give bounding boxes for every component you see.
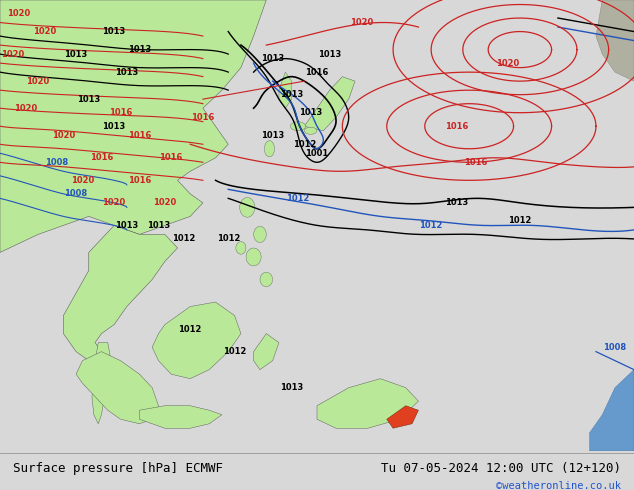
Text: 1008: 1008 [65, 189, 87, 198]
Text: Tu 07-05-2024 12:00 UTC (12+120): Tu 07-05-2024 12:00 UTC (12+120) [381, 462, 621, 475]
Text: 1013: 1013 [115, 68, 138, 76]
Text: 1013: 1013 [103, 122, 126, 131]
Text: 1013: 1013 [261, 131, 284, 140]
Text: 1013: 1013 [280, 90, 303, 99]
Text: 1008: 1008 [604, 343, 626, 352]
Text: 1012: 1012 [172, 234, 195, 244]
Text: 1012: 1012 [287, 194, 309, 203]
Text: 1013: 1013 [299, 108, 322, 117]
Polygon shape [254, 226, 266, 243]
Text: 1013: 1013 [261, 54, 284, 63]
Polygon shape [152, 302, 241, 379]
Text: 1020: 1020 [52, 131, 75, 140]
Polygon shape [246, 248, 261, 266]
Text: 1020: 1020 [153, 198, 176, 207]
Text: 1020: 1020 [27, 76, 49, 86]
Text: 1013: 1013 [115, 221, 138, 230]
Text: 1013: 1013 [65, 49, 87, 59]
Polygon shape [139, 406, 222, 428]
Text: 1016: 1016 [128, 176, 151, 185]
Text: 1020: 1020 [33, 27, 56, 36]
Polygon shape [92, 343, 111, 424]
Text: 1008: 1008 [46, 158, 68, 167]
Polygon shape [236, 242, 246, 254]
Text: 1013: 1013 [445, 198, 468, 207]
Text: 1012: 1012 [293, 140, 316, 149]
Text: ©weatheronline.co.uk: ©weatheronline.co.uk [496, 481, 621, 490]
Polygon shape [387, 406, 418, 428]
Text: 1020: 1020 [496, 59, 519, 68]
Text: 1013: 1013 [318, 49, 341, 59]
Text: 1012: 1012 [508, 217, 531, 225]
Text: 1013: 1013 [103, 27, 126, 36]
Text: 1016: 1016 [160, 153, 183, 162]
Text: 1016: 1016 [191, 113, 214, 122]
Text: 1016: 1016 [445, 122, 468, 131]
Text: 1016: 1016 [128, 131, 151, 140]
Text: Surface pressure [hPa] ECMWF: Surface pressure [hPa] ECMWF [13, 462, 223, 475]
Polygon shape [63, 225, 178, 361]
Polygon shape [240, 197, 255, 217]
Text: 1012: 1012 [420, 221, 443, 230]
Text: 1001: 1001 [306, 149, 328, 158]
Polygon shape [290, 122, 306, 131]
Text: 1016: 1016 [306, 68, 328, 76]
Polygon shape [590, 369, 634, 451]
Text: 1020: 1020 [350, 18, 373, 27]
Text: 1012: 1012 [223, 347, 246, 356]
Text: 1020: 1020 [14, 104, 37, 113]
Polygon shape [304, 76, 355, 131]
Polygon shape [596, 0, 634, 81]
Polygon shape [317, 379, 418, 428]
Text: 1012: 1012 [179, 324, 202, 334]
Text: 1012: 1012 [217, 234, 240, 244]
Polygon shape [254, 334, 279, 369]
Text: 1013: 1013 [280, 383, 303, 392]
Polygon shape [0, 0, 266, 252]
Text: 1020: 1020 [1, 49, 24, 59]
Text: 1013: 1013 [147, 221, 170, 230]
Text: 1013: 1013 [128, 45, 151, 54]
Polygon shape [264, 141, 275, 157]
Text: 1013: 1013 [77, 95, 100, 104]
Polygon shape [260, 272, 273, 287]
Text: 1020: 1020 [8, 9, 30, 18]
Text: 1016: 1016 [464, 158, 487, 167]
Text: 1020: 1020 [71, 176, 94, 185]
Polygon shape [76, 352, 158, 424]
Text: 1016: 1016 [109, 108, 132, 117]
Polygon shape [279, 72, 292, 108]
Text: 1020: 1020 [103, 198, 126, 207]
Polygon shape [304, 127, 317, 134]
Text: 1016: 1016 [90, 153, 113, 162]
